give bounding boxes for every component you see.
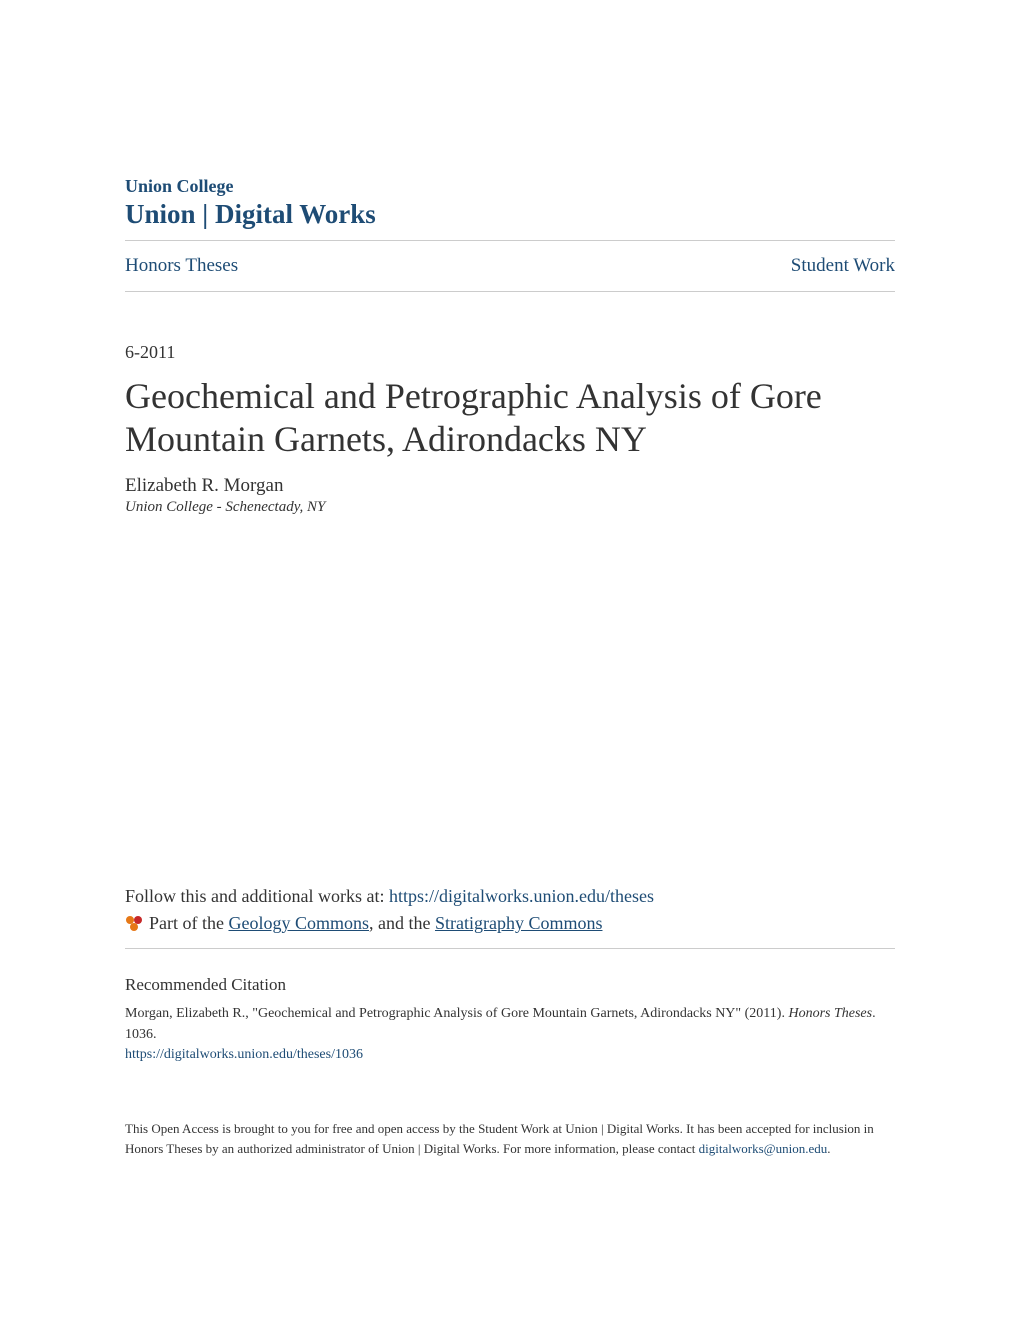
nav-link-collection[interactable]: Honors Theses xyxy=(125,255,238,277)
citation-heading: Recommended Citation xyxy=(125,975,895,995)
part-of-prefix: Part of the xyxy=(149,913,228,933)
divider-nav xyxy=(125,291,895,292)
institution-name[interactable]: Union College xyxy=(125,176,895,197)
part-of-text: Part of the Geology Commons, and the Str… xyxy=(149,913,602,934)
follow-section: Follow this and additional works at: htt… xyxy=(125,886,895,934)
author-affiliation: Union College - Schenectady, NY xyxy=(125,499,895,516)
commons-link-2[interactable]: Stratigraphy Commons xyxy=(435,913,603,933)
citation-url-link[interactable]: https://digitalworks.union.edu/theses/10… xyxy=(125,1047,895,1063)
commons-link-1[interactable]: Geology Commons xyxy=(228,913,369,933)
header-block: Union College Union | Digital Works xyxy=(125,176,895,230)
network-icon xyxy=(125,915,143,933)
citation-section: Recommended Citation Morgan, Elizabeth R… xyxy=(125,963,895,1063)
nav-link-parent[interactable]: Student Work xyxy=(791,255,895,277)
citation-series: Honors Theses xyxy=(788,1006,872,1021)
follow-prefix: Follow this and additional works at: xyxy=(125,886,389,906)
footer-text: This Open Access is brought to you for f… xyxy=(125,1119,895,1158)
footer-part2: . xyxy=(827,1141,830,1156)
repository-name[interactable]: Union | Digital Works xyxy=(125,199,895,230)
citation-part1: Morgan, Elizabeth R., "Geochemical and P… xyxy=(125,1006,788,1021)
citation-text: Morgan, Elizabeth R., "Geochemical and P… xyxy=(125,1003,895,1045)
collection-url-link[interactable]: https://digitalworks.union.edu/theses xyxy=(389,886,654,906)
divider-citation xyxy=(125,948,895,949)
page-container: Union College Union | Digital Works Hono… xyxy=(0,0,1020,1158)
document-title: Geochemical and Petrographic Analysis of… xyxy=(125,375,895,461)
part-of-row: Part of the Geology Commons, and the Str… xyxy=(125,913,895,934)
nav-row: Honors Theses Student Work xyxy=(125,241,895,291)
contact-email-link[interactable]: digitalworks@union.edu xyxy=(699,1141,828,1156)
publication-date: 6-2011 xyxy=(125,342,895,363)
commons-separator: , and the xyxy=(369,913,435,933)
author-name: Elizabeth R. Morgan xyxy=(125,475,895,497)
